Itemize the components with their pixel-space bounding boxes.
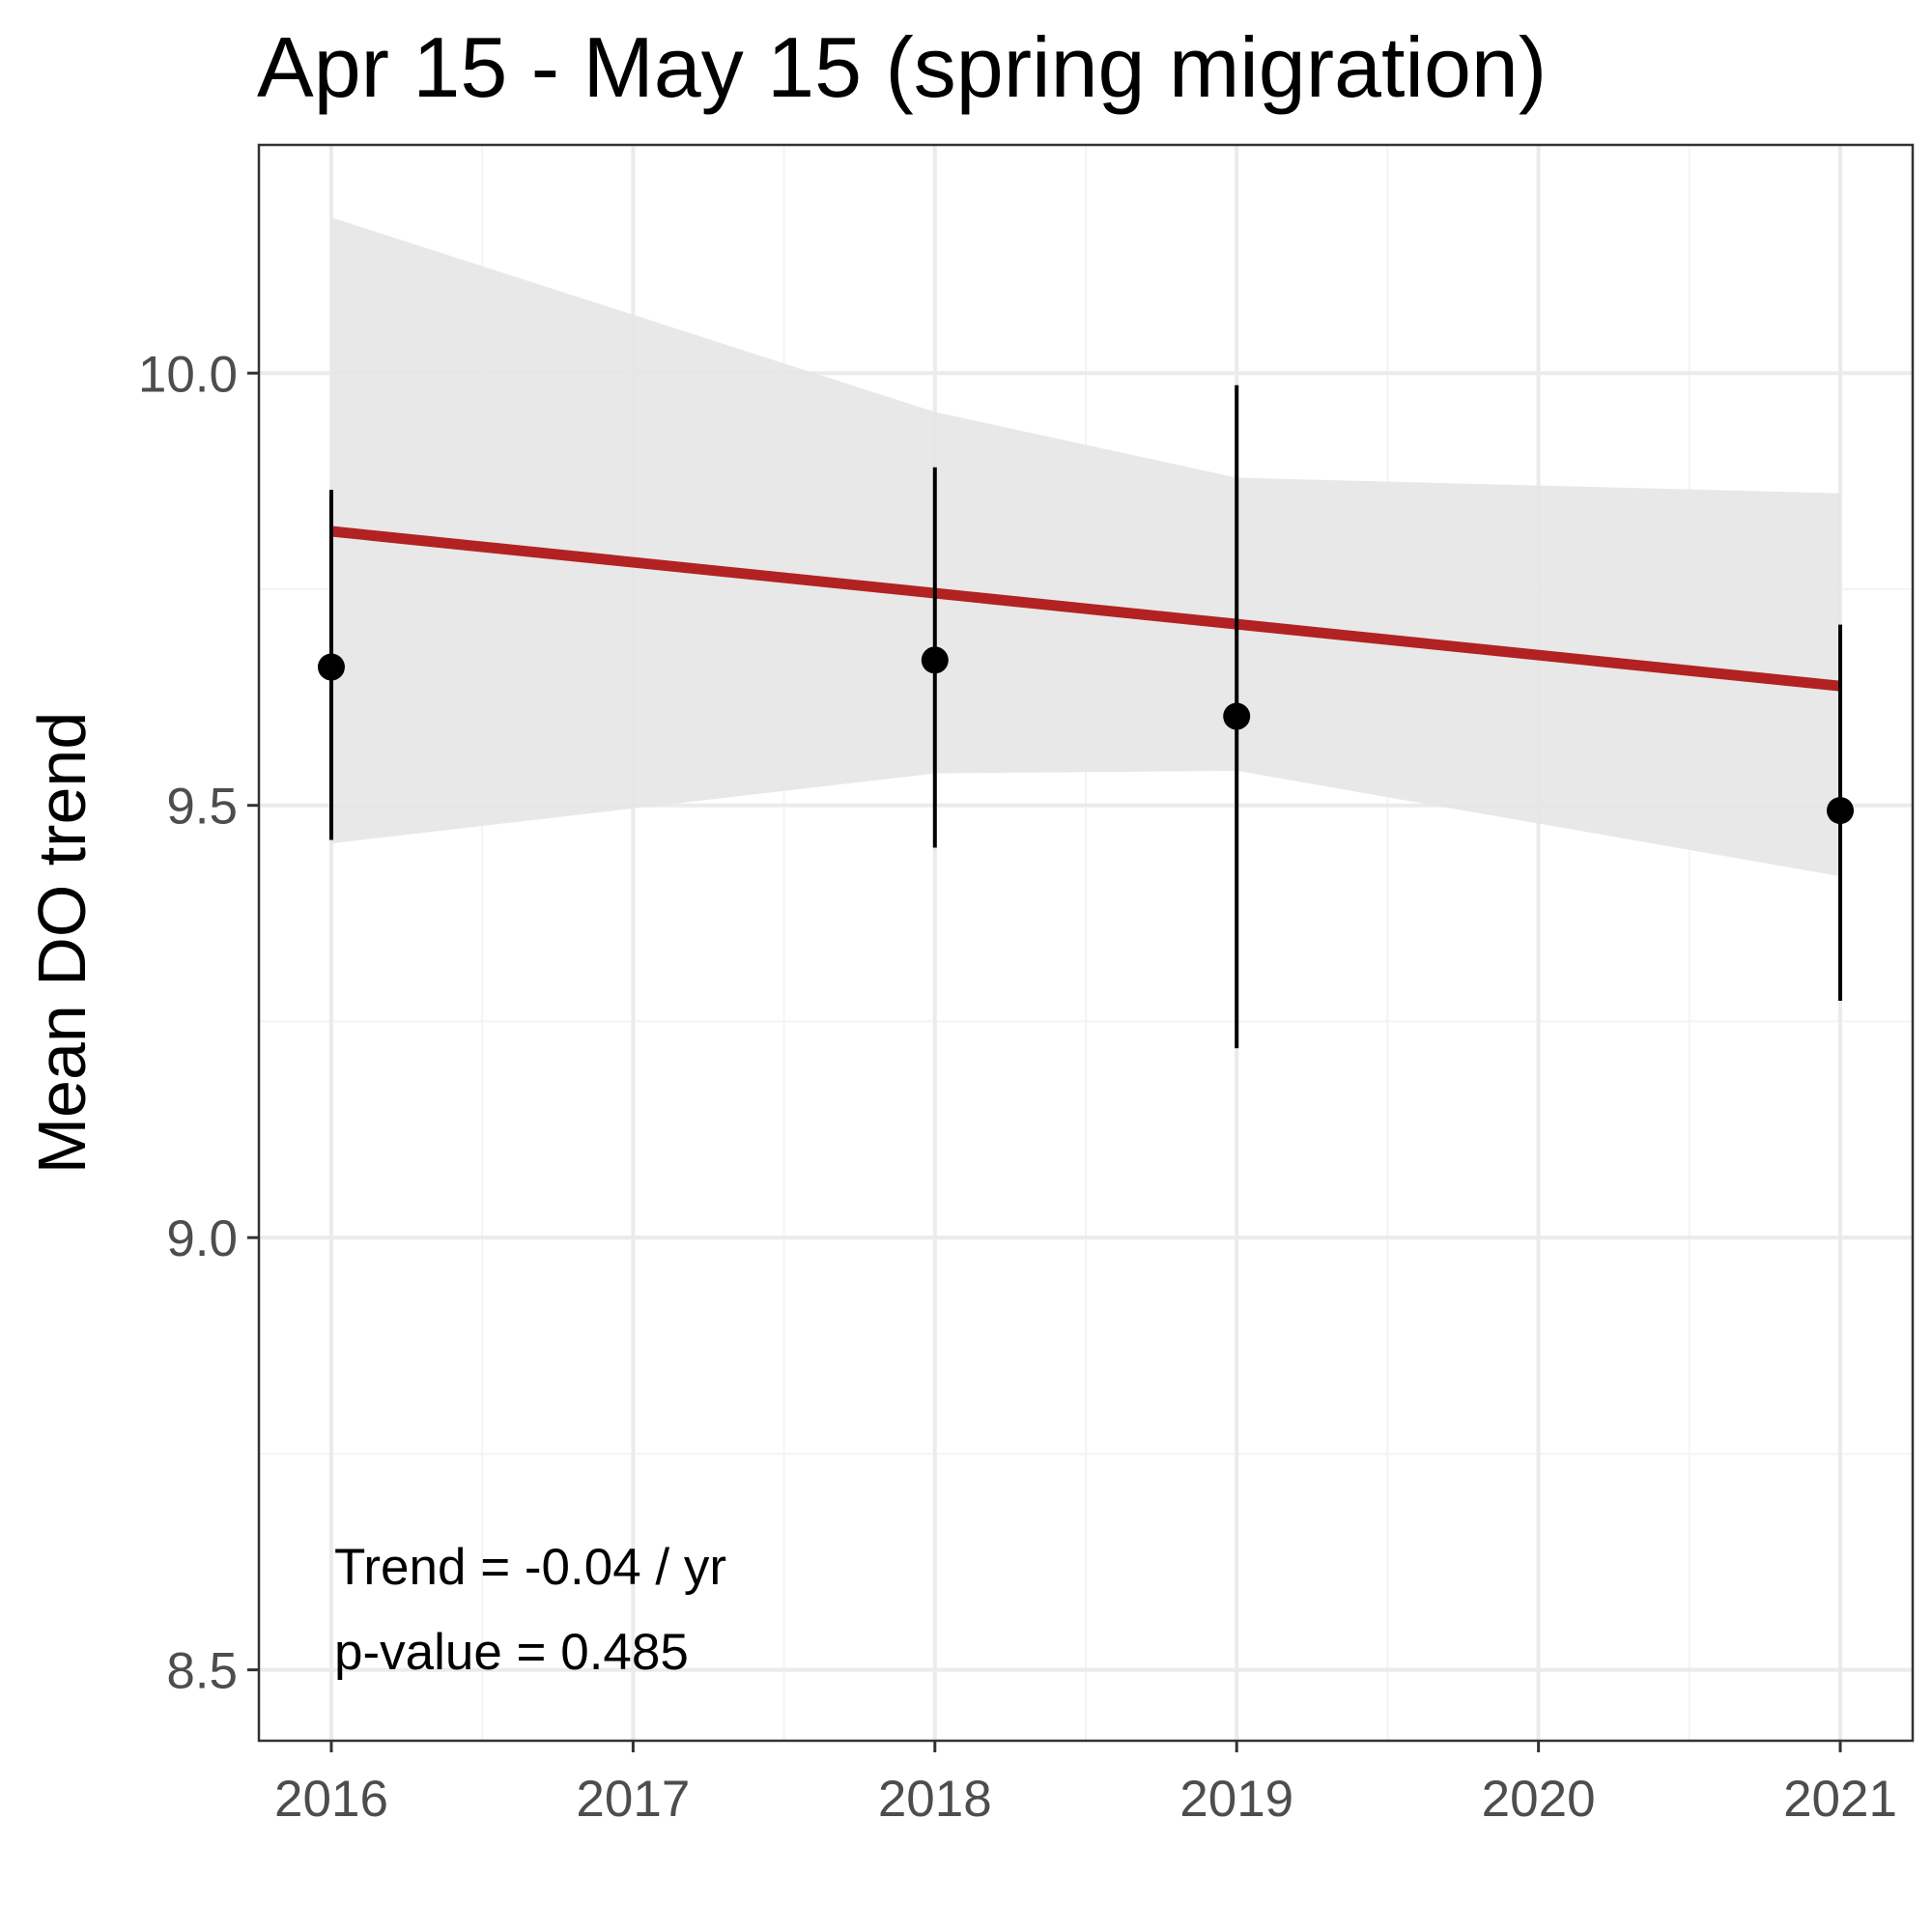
x-tick-label: 2021 [1783, 1771, 1897, 1828]
confidence-band-layer [330, 217, 1841, 877]
x-tick-label: 2016 [274, 1771, 388, 1828]
y-tick-label: 8.5 [166, 1643, 238, 1700]
p-value-annotation: p-value = 0.485 [334, 1624, 689, 1681]
data-points-layer [317, 384, 1855, 1049]
x-tick-label: 2020 [1482, 1771, 1596, 1828]
trend-line [330, 526, 1841, 692]
y-tick-label: 9.5 [166, 779, 238, 836]
y-axis-title: Mean DO trend [24, 712, 99, 1175]
data-point [921, 646, 949, 674]
data-point [1223, 702, 1251, 730]
trend-annotation: Trend = -0.04 / yr [334, 1539, 726, 1596]
data-point [317, 653, 345, 681]
data-point [1827, 797, 1855, 825]
chart-title: Apr 15 - May 15 (spring migration) [257, 19, 1547, 115]
trend-line-layer [330, 526, 1841, 692]
panel-border [257, 143, 1915, 1743]
y-axis: 8.5 9.0 9.5 10.0 [138, 346, 259, 1700]
x-tick-label: 2017 [576, 1771, 690, 1828]
y-tick-label: 10.0 [138, 346, 238, 403]
confidence-band [330, 217, 1841, 877]
y-tick-label: 9.0 [166, 1210, 238, 1267]
x-tick-label: 2019 [1179, 1771, 1293, 1828]
x-tick-label: 2018 [878, 1771, 992, 1828]
x-axis: 2016 2017 2018 2019 2020 2021 [274, 1741, 1897, 1828]
